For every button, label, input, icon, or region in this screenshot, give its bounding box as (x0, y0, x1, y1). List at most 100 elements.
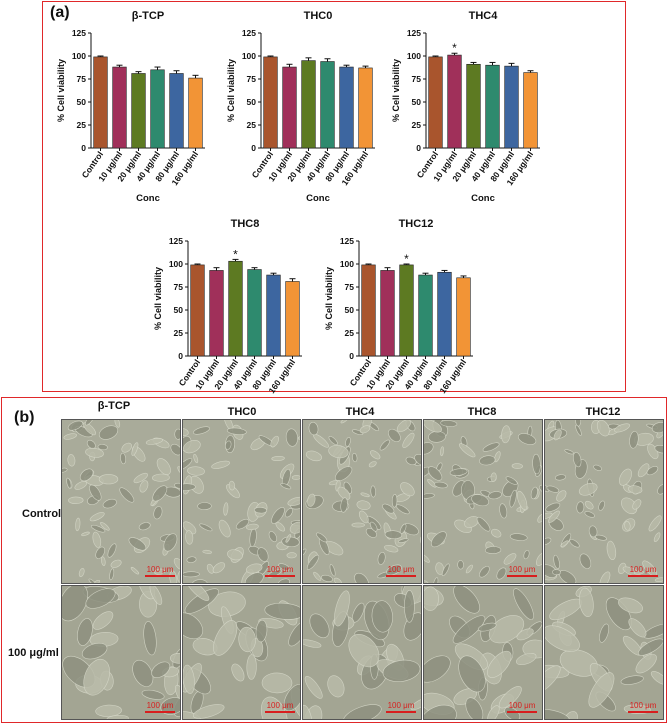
micrograph-100-g-ml-4: 100 μm (544, 585, 664, 720)
y-tick-label: 125 (242, 28, 256, 38)
bar (504, 65, 519, 149)
y-axis-label: % Cell viability (324, 267, 334, 330)
y-tick-label: 75 (174, 282, 184, 292)
y-tick-label: 25 (412, 120, 422, 130)
row-label-control: Control (22, 508, 62, 520)
cell-texture (62, 420, 180, 583)
y-tick-label: 25 (345, 328, 355, 338)
micrograph-control-4: 100 μm (544, 419, 664, 584)
y-tick-label: 0 (349, 351, 354, 361)
scale-bar-label: 100 μm (629, 701, 657, 710)
y-tick-label: 125 (169, 236, 183, 246)
significance-star: * (233, 247, 238, 261)
y-tick-label: 0 (416, 143, 421, 153)
cell-texture (545, 586, 663, 719)
scale-bar-label: 100 μm (387, 701, 415, 710)
y-tick-label: 125 (72, 28, 86, 38)
bar (282, 66, 297, 149)
y-tick-label: 75 (412, 74, 422, 84)
panel-b-label: (b) (14, 409, 35, 426)
bar (301, 60, 316, 149)
bar (263, 56, 278, 149)
scale-bar: 100 μm (507, 701, 537, 713)
scale-bar-line (507, 711, 537, 713)
bar (285, 281, 300, 357)
y-tick-label: 100 (242, 51, 256, 61)
column-header-thc4: THC4 (345, 406, 375, 418)
bar (428, 56, 443, 149)
scale-bar: 100 μm (145, 565, 175, 577)
scale-bar-label: 100 μm (387, 565, 415, 574)
scale-bar-label: 100 μm (508, 565, 536, 574)
bar (131, 73, 146, 149)
bar (150, 69, 165, 149)
scale-bar-line (507, 575, 537, 577)
cell-texture (183, 586, 300, 719)
scale-bar-line (145, 575, 175, 577)
significance-star: * (452, 41, 457, 55)
bar (361, 264, 376, 357)
y-tick-label: 50 (412, 97, 422, 107)
scale-bar-line (145, 711, 175, 713)
bar (209, 270, 224, 357)
column-header-btcp: β-TCP (97, 400, 131, 412)
scale-bar-label: 100 μm (266, 565, 294, 574)
bar (456, 277, 471, 357)
cell-texture (424, 420, 542, 583)
y-tick-label: 125 (340, 236, 354, 246)
chart-title: THC8 (231, 218, 260, 230)
scale-bar: 100 μm (265, 565, 295, 577)
cell-texture (303, 420, 421, 583)
bar (447, 54, 462, 149)
y-tick-label: 0 (178, 351, 183, 361)
micrograph-100-g-ml-3: 100 μm (423, 585, 543, 720)
y-tick-label: 50 (174, 305, 184, 315)
x-axis-label: Conc (471, 193, 495, 204)
cell-texture (424, 586, 542, 719)
cell-texture (303, 586, 421, 719)
scale-bar: 100 μm (628, 565, 658, 577)
micrograph-100-g-ml-0: 100 μm (61, 585, 181, 720)
y-tick-label: 100 (340, 259, 354, 269)
panel-a-label: (a) (50, 4, 70, 21)
scale-bar-label: 100 μm (266, 701, 294, 710)
cell-texture (183, 420, 300, 583)
y-tick-label: 50 (247, 97, 257, 107)
bar (339, 66, 354, 149)
row-label-100: 100 μg/ml (8, 647, 59, 659)
chart-title: β-TCP (132, 10, 164, 22)
scale-bar-label: 100 μm (146, 565, 174, 574)
bar (112, 66, 127, 149)
scale-bar: 100 μm (386, 701, 416, 713)
y-tick-label: 0 (251, 143, 256, 153)
y-tick-label: 75 (247, 74, 257, 84)
panel-b-frame (1, 397, 667, 723)
bar (358, 67, 373, 149)
y-tick-label: 75 (345, 282, 355, 292)
column-header-thc8: THC8 (467, 406, 497, 418)
bar (523, 72, 538, 149)
y-tick-label: 0 (81, 143, 86, 153)
bar (190, 264, 205, 357)
x-axis-label: Conc (136, 193, 160, 204)
bar (169, 73, 184, 149)
y-axis-label: % Cell viability (56, 59, 66, 122)
bar (437, 271, 452, 357)
y-tick-label: 100 (169, 259, 183, 269)
scale-bar-line (265, 575, 295, 577)
y-tick-label: 50 (345, 305, 355, 315)
micrograph-control-3: 100 μm (423, 419, 543, 584)
y-axis-label: % Cell viability (226, 59, 236, 122)
cell-texture (545, 420, 663, 583)
micrograph-control-1: 100 μm (182, 419, 301, 584)
micrograph-100-g-ml-2: 100 μm (302, 585, 422, 720)
bar (266, 274, 281, 357)
bar (399, 264, 414, 357)
bar (188, 77, 203, 149)
chart-title: THC4 (469, 10, 499, 22)
column-header-thc0: THC0 (227, 406, 257, 418)
